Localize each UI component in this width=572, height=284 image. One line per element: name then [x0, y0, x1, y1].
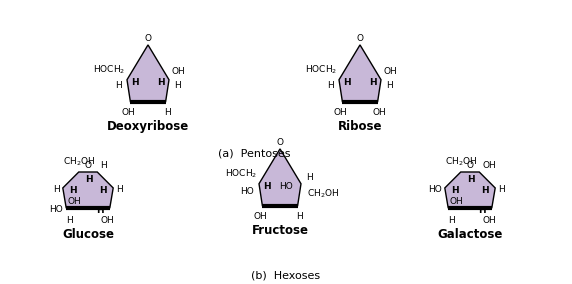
- Text: H: H: [116, 185, 123, 195]
- Text: CH$_2$OH: CH$_2$OH: [444, 156, 477, 168]
- Text: CH$_2$OH: CH$_2$OH: [307, 187, 339, 200]
- Text: H: H: [164, 108, 171, 117]
- Text: O: O: [145, 34, 152, 43]
- Text: H: H: [157, 78, 165, 87]
- Polygon shape: [259, 149, 301, 206]
- Text: O: O: [85, 161, 92, 170]
- Text: H: H: [69, 187, 77, 195]
- Text: HOCH$_2$: HOCH$_2$: [305, 63, 337, 76]
- Text: H: H: [482, 187, 489, 195]
- Text: H: H: [96, 206, 104, 215]
- Text: OH: OH: [121, 108, 135, 117]
- Text: H: H: [131, 78, 139, 87]
- Text: H: H: [66, 216, 73, 225]
- Text: H: H: [451, 187, 459, 195]
- Text: HO: HO: [240, 187, 254, 196]
- Text: Galactose: Galactose: [438, 228, 503, 241]
- Text: (a)  Pentoses: (a) Pentoses: [218, 148, 290, 158]
- Text: Ribose: Ribose: [337, 120, 382, 133]
- Text: OH: OH: [101, 216, 115, 225]
- Text: H: H: [53, 185, 60, 195]
- Text: H: H: [478, 206, 486, 215]
- Text: HOCH$_2$: HOCH$_2$: [225, 167, 257, 180]
- Text: OH: OH: [171, 67, 185, 76]
- Text: H: H: [498, 185, 505, 195]
- Text: OH: OH: [482, 161, 496, 170]
- Text: OH: OH: [333, 108, 347, 117]
- Text: OH: OH: [253, 212, 267, 221]
- Text: HO: HO: [428, 185, 442, 195]
- Polygon shape: [63, 172, 113, 208]
- Text: OH: OH: [68, 197, 82, 206]
- Text: OH: OH: [383, 67, 397, 76]
- Text: OH: OH: [483, 216, 496, 225]
- Text: H: H: [448, 216, 455, 225]
- Text: HO: HO: [279, 182, 293, 191]
- Text: H: H: [85, 176, 93, 185]
- Text: H: H: [467, 176, 475, 185]
- Polygon shape: [445, 172, 495, 208]
- Text: O: O: [356, 34, 363, 43]
- Text: O: O: [276, 138, 284, 147]
- Text: CH$_2$OH: CH$_2$OH: [62, 156, 95, 168]
- Polygon shape: [127, 45, 169, 102]
- Text: H: H: [100, 187, 107, 195]
- Text: OH: OH: [373, 108, 387, 117]
- Text: H: H: [174, 81, 181, 90]
- Text: Fructose: Fructose: [252, 224, 308, 237]
- Polygon shape: [339, 45, 381, 102]
- Text: H: H: [100, 161, 107, 170]
- Text: HOCH$_2$: HOCH$_2$: [93, 63, 125, 76]
- Text: H: H: [115, 81, 122, 90]
- Text: H: H: [369, 78, 377, 87]
- Text: H: H: [386, 81, 393, 90]
- Text: H: H: [306, 173, 313, 182]
- Text: (b)  Hexoses: (b) Hexoses: [252, 270, 320, 280]
- Text: O: O: [467, 161, 474, 170]
- Text: H: H: [296, 212, 303, 221]
- Text: H: H: [263, 182, 271, 191]
- Text: HO: HO: [49, 205, 63, 214]
- Text: Glucose: Glucose: [62, 228, 114, 241]
- Text: H: H: [327, 81, 334, 90]
- Text: H: H: [343, 78, 351, 87]
- Text: Deoxyribose: Deoxyribose: [107, 120, 189, 133]
- Text: OH: OH: [450, 197, 464, 206]
